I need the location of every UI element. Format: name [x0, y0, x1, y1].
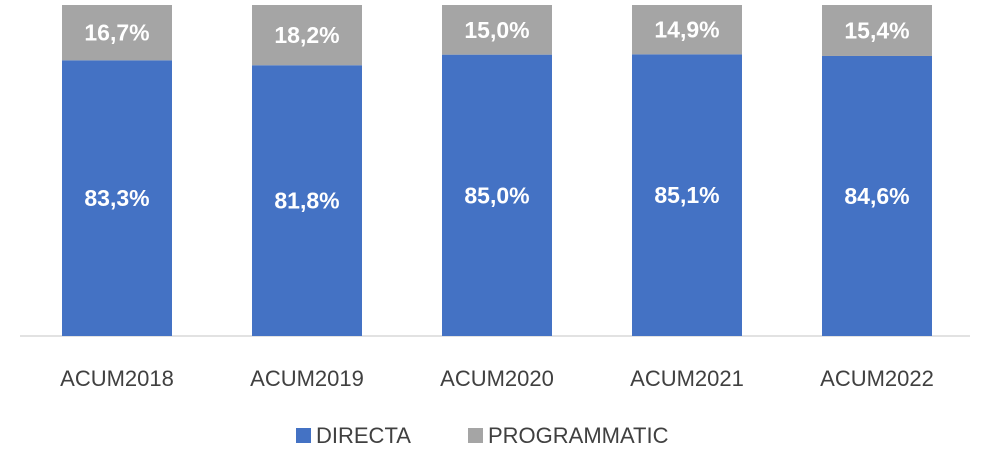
- data-label: 85,1%: [654, 182, 719, 208]
- bar-segment: [632, 54, 742, 336]
- data-label: 18,2%: [274, 22, 339, 48]
- x-tick-label: ACUM2020: [440, 366, 554, 391]
- x-tick-label: ACUM2021: [630, 366, 744, 391]
- legend-label: PROGRAMMATIC: [488, 423, 669, 448]
- bar-segment: [252, 5, 362, 66]
- x-tick-label: ACUM2019: [250, 366, 364, 391]
- data-label: 15,0%: [464, 17, 529, 43]
- legend-swatch: [468, 428, 483, 443]
- legend-label: DIRECTA: [316, 423, 411, 448]
- bar-segment: [822, 5, 932, 56]
- data-label: 15,4%: [844, 18, 909, 44]
- data-label: 84,6%: [844, 183, 909, 209]
- data-label: 83,3%: [84, 185, 149, 211]
- bar-segment: [442, 5, 552, 55]
- data-label: 81,8%: [274, 188, 339, 214]
- bar-segment: [62, 5, 172, 61]
- bar-segment: [822, 55, 932, 336]
- data-label: 85,0%: [464, 182, 529, 208]
- x-tick-label: ACUM2022: [820, 366, 934, 391]
- data-label: 14,9%: [654, 17, 719, 43]
- bar-segment: [252, 65, 362, 336]
- data-label: 16,7%: [84, 20, 149, 46]
- bar-segment: [442, 54, 552, 337]
- x-tick-label: ACUM2018: [60, 366, 174, 391]
- bar-segment: [632, 5, 742, 55]
- bar-segment: [62, 60, 172, 336]
- legend-swatch: [296, 428, 311, 443]
